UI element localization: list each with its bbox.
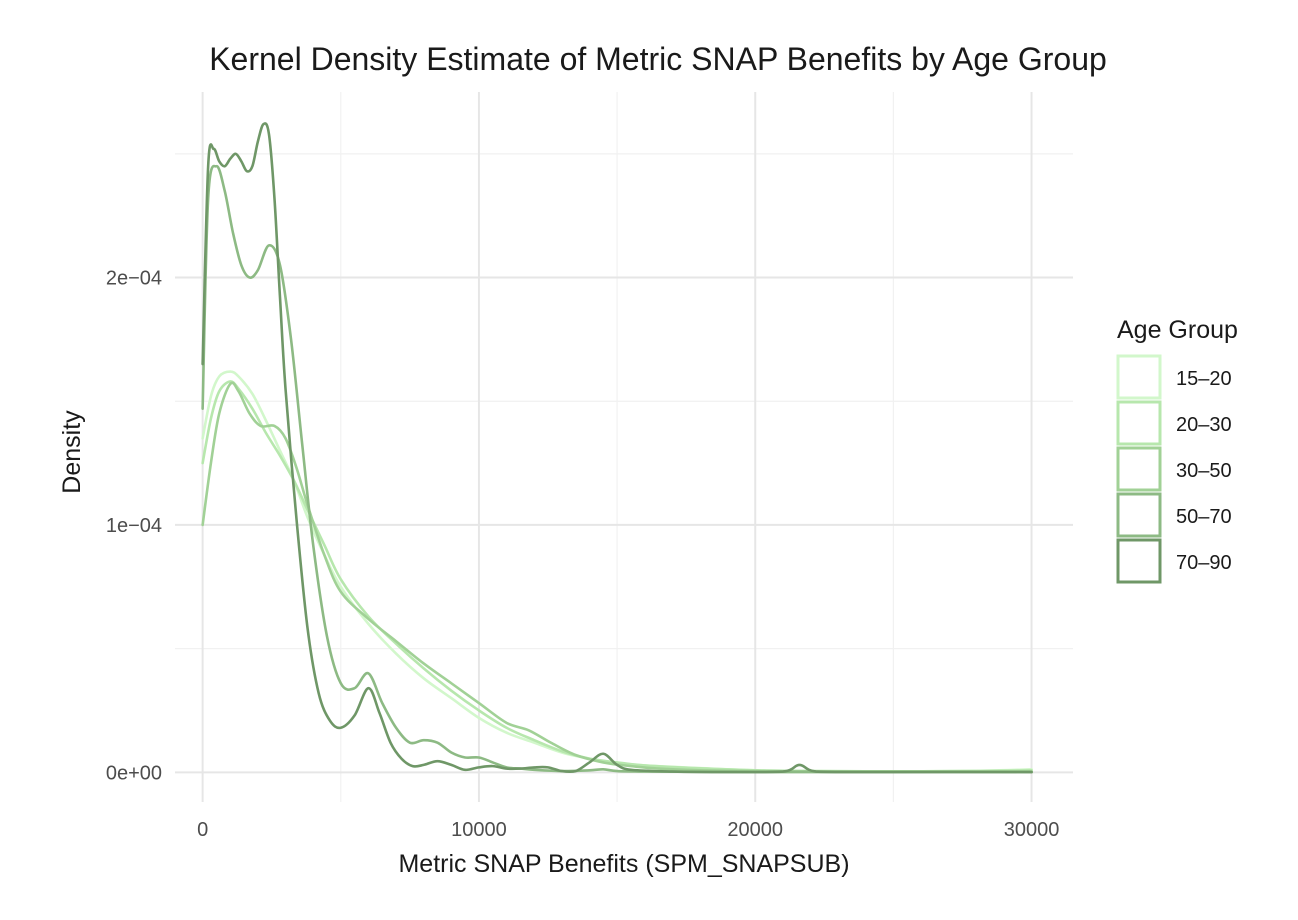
legend-title: Age Group xyxy=(1117,316,1238,344)
x-tick-label: 20000 xyxy=(727,819,783,841)
density-line-70-90 xyxy=(201,122,1033,774)
legend-label: 50–70 xyxy=(1176,506,1232,528)
legend-key xyxy=(1116,354,1162,400)
y-tick-label: 0e+00 xyxy=(106,762,162,784)
y-tick-label: 1e−04 xyxy=(106,515,162,537)
legend-item: 70–90 xyxy=(1116,538,1232,584)
legend-label: 30–50 xyxy=(1176,460,1232,482)
legend-item: 20–30 xyxy=(1116,400,1232,446)
legend: Age Group 15–20 20–30 30–50 50–70 70–90 xyxy=(1116,316,1238,584)
legend-key xyxy=(1116,492,1162,538)
legend-item: 50–70 xyxy=(1116,492,1232,538)
y-axis-title: Density xyxy=(58,410,86,494)
x-tick-label: 0 xyxy=(197,819,208,841)
chart-title: Kernel Density Estimate of Metric SNAP B… xyxy=(209,41,1107,77)
legend-label: 15–20 xyxy=(1176,368,1232,390)
series-layer xyxy=(201,122,1033,774)
density-line-50-70 xyxy=(201,164,1033,774)
y-axis-ticks: 0e+00 1e−04 2e−04 xyxy=(106,268,162,785)
legend-item: 30–50 xyxy=(1116,446,1232,492)
legend-label: 70–90 xyxy=(1176,552,1232,574)
legend-item: 15–20 xyxy=(1116,354,1232,400)
legend-key xyxy=(1116,538,1162,584)
x-tick-label: 10000 xyxy=(451,819,507,841)
legend-key xyxy=(1116,400,1162,446)
y-tick-label: 2e−04 xyxy=(106,268,162,290)
x-axis-ticks: 0 10000 20000 30000 xyxy=(197,819,1059,841)
legend-key xyxy=(1116,446,1162,492)
x-tick-label: 30000 xyxy=(1004,819,1060,841)
grid xyxy=(175,92,1073,802)
x-axis-title: Metric SNAP Benefits (SPM_SNAPSUB) xyxy=(398,850,849,878)
legend-label: 20–30 xyxy=(1176,414,1232,436)
